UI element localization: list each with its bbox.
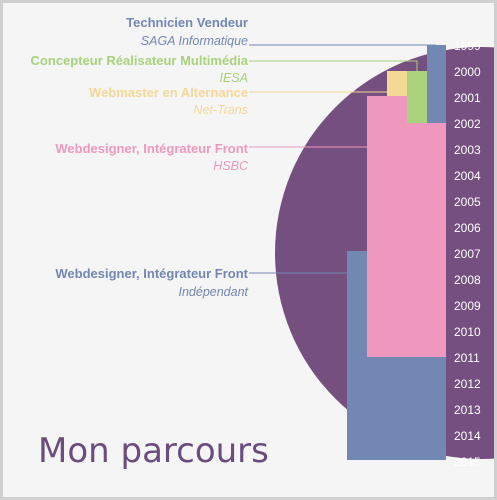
job-title-independant: Webdesigner, Intégrateur Front	[55, 266, 248, 281]
year-label: 2007	[454, 247, 481, 261]
timeline-diagram: 1999 2000 2001 2002 2003 2004 2005 2006 …	[31, 15, 494, 469]
year-label: 1999	[454, 39, 481, 53]
job-company-independant: Indépendant	[178, 285, 248, 299]
year-label: 2010	[454, 325, 481, 339]
job-title-net-trans: Webmaster en Alternance	[89, 85, 248, 100]
connector-iesa	[249, 60, 418, 71]
year-label: 2004	[454, 169, 481, 183]
year-label: 2015	[454, 455, 481, 469]
year-label: 2012	[454, 377, 481, 391]
year-label: 2000	[454, 65, 481, 79]
bar-hsbc	[367, 96, 446, 357]
page-title: Mon parcours	[38, 431, 269, 471]
job-company-hsbc: HSBC	[213, 159, 249, 173]
year-label: 2014	[454, 429, 481, 443]
year-label: 2005	[454, 195, 481, 209]
year-label: 2002	[454, 117, 481, 131]
year-labels: 1999 2000 2001 2002 2003 2004 2005 2006 …	[454, 39, 481, 469]
year-label: 2006	[454, 221, 481, 235]
job-company-saga: SAGA Informatique	[141, 34, 248, 48]
job-company-net-trans: Net-Trans	[193, 103, 248, 117]
job-title-saga: Technicien Vendeur	[126, 15, 248, 30]
year-label: 2011	[454, 351, 480, 365]
year-label: 2001	[454, 91, 481, 105]
year-label: 2009	[454, 299, 481, 313]
job-company-iesa: IESA	[220, 71, 249, 85]
job-title-iesa: Concepteur Réalisateur Multimédia	[31, 53, 249, 68]
year-label: 2013	[454, 403, 481, 417]
year-label: 2003	[454, 143, 481, 157]
bar-net-trans	[387, 71, 407, 96]
bar-saga	[427, 45, 446, 123]
connector-net-trans	[249, 91, 398, 96]
job-title-hsbc: Webdesigner, Intégrateur Front	[55, 141, 248, 156]
year-label: 2008	[454, 273, 481, 287]
bar-iesa	[407, 71, 427, 123]
